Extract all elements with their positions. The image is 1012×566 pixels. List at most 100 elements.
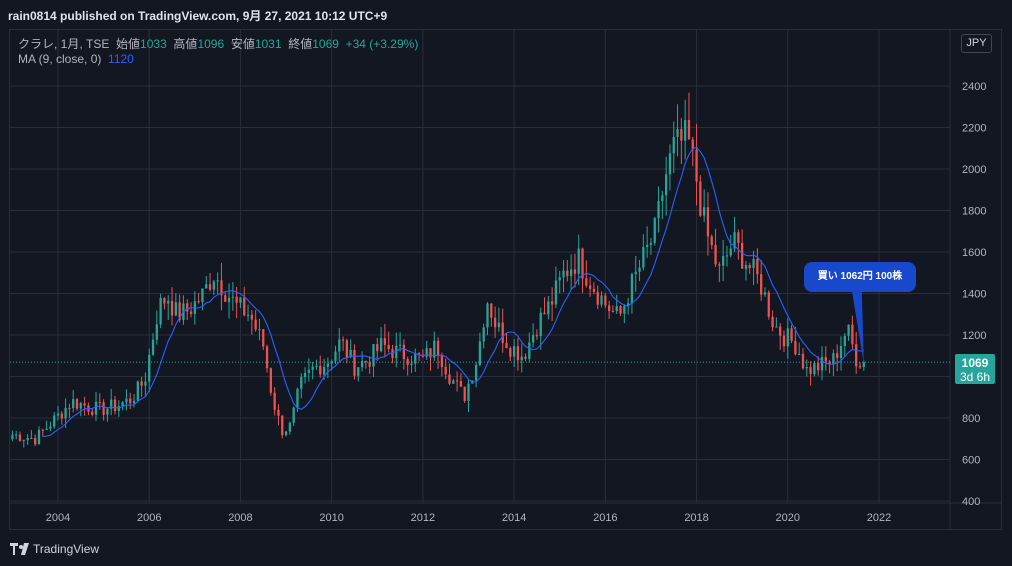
- candle-body: [368, 362, 371, 367]
- close-label: 終値: [288, 37, 313, 51]
- candle-body: [174, 302, 177, 316]
- candle-body: [798, 353, 801, 355]
- candle-body: [756, 259, 759, 275]
- candle-body: [296, 388, 299, 408]
- candle-body: [125, 398, 128, 403]
- candle-body: [292, 407, 295, 423]
- candle-body: [429, 348, 432, 358]
- candle-body: [855, 344, 858, 367]
- low-label: 安値: [230, 37, 255, 51]
- candle-body: [345, 340, 349, 358]
- candle-body: [102, 402, 105, 415]
- y-tick-label: 1200: [962, 330, 986, 342]
- candle-body: [604, 295, 607, 306]
- low-value: 1031: [254, 37, 282, 51]
- candle-body: [790, 328, 793, 342]
- candle-body: [379, 338, 383, 352]
- candle-body: [744, 265, 748, 269]
- y-tick-label: 1800: [962, 206, 986, 218]
- candle-body: [136, 381, 139, 401]
- candle-body: [216, 280, 219, 282]
- x-tick-label: 2014: [502, 512, 526, 524]
- candle-body: [231, 296, 234, 298]
- candle-body: [493, 317, 497, 328]
- candle-body: [402, 344, 406, 360]
- candle-body: [805, 367, 808, 369]
- candle-body: [189, 311, 193, 314]
- published-caption: rain0814 published on TradingView.com, 9…: [8, 9, 388, 23]
- candle-body: [155, 324, 158, 340]
- candle-body: [714, 245, 717, 265]
- candle-body: [794, 341, 797, 355]
- candle-body: [459, 381, 463, 387]
- candle-body: [121, 402, 124, 407]
- candle-body: [334, 351, 337, 361]
- buy-callout[interactable]: 買い 1062円 100株: [804, 262, 916, 292]
- candle-body: [722, 255, 725, 266]
- candle-body: [528, 342, 531, 359]
- candle-body: [657, 201, 660, 219]
- candle-body: [554, 280, 558, 305]
- candle-body: [56, 413, 60, 416]
- candle-body: [824, 357, 827, 362]
- candle-body: [406, 359, 409, 366]
- candle-body: [417, 353, 421, 355]
- candle-body: [611, 310, 615, 312]
- candle-body: [676, 128, 679, 137]
- candle-body: [646, 244, 649, 248]
- x-tick-label: 2022: [867, 512, 891, 524]
- candle-body: [94, 401, 98, 415]
- currency-button[interactable]: JPY: [961, 34, 992, 53]
- symbol-label: クラレ, 1月, TSE: [18, 37, 110, 51]
- candle-body: [269, 368, 272, 393]
- candle-body: [535, 335, 539, 337]
- candle-body: [376, 344, 379, 352]
- candle-body: [311, 366, 314, 370]
- candle-body: [391, 349, 394, 359]
- candle-body: [478, 341, 482, 365]
- candle-body: [733, 232, 736, 249]
- candle-body: [163, 298, 166, 304]
- y-tick-label: 2200: [962, 123, 986, 135]
- candle-body: [741, 243, 744, 269]
- candle-body: [801, 353, 805, 369]
- candle-body: [414, 353, 417, 364]
- candle-body: [387, 344, 390, 350]
- candle-body: [706, 207, 710, 237]
- candle-body: [60, 413, 63, 419]
- candle-body: [558, 277, 561, 281]
- candle-body: [531, 335, 535, 343]
- candle-body: [30, 437, 33, 439]
- candle-body: [68, 407, 71, 409]
- candle-body: [117, 406, 120, 412]
- candle-body: [75, 399, 79, 409]
- candle-body: [338, 339, 341, 352]
- candle-body: [843, 335, 846, 346]
- candle-body: [129, 398, 132, 404]
- ma-label: MA (9, close, 0): [18, 52, 102, 66]
- candle-body: [539, 312, 542, 337]
- candle-body: [820, 357, 824, 371]
- change-value: +34 (+3.29%): [345, 37, 419, 51]
- candle-body: [703, 207, 706, 216]
- candle-body: [817, 363, 820, 371]
- candle-body: [665, 174, 668, 196]
- candle-body: [235, 296, 238, 303]
- candle-body: [425, 348, 428, 357]
- candle-body: [638, 267, 641, 272]
- top-bar: rain0814 published on TradingView.com, 9…: [0, 0, 1012, 28]
- candle-body: [113, 399, 117, 412]
- candle-body: [319, 365, 322, 375]
- candle-body: [585, 278, 588, 286]
- candle-body: [596, 291, 599, 305]
- candle-body: [547, 301, 550, 315]
- tradingview-brand[interactable]: TradingView: [10, 541, 99, 557]
- ma-legend[interactable]: MA (9, close, 0) 1120: [18, 52, 134, 66]
- candle-body: [737, 232, 740, 244]
- candle-body: [360, 360, 364, 368]
- candle-body: [501, 322, 504, 344]
- candle-body: [729, 248, 732, 256]
- candle-body: [444, 366, 447, 375]
- candle-body: [224, 295, 227, 302]
